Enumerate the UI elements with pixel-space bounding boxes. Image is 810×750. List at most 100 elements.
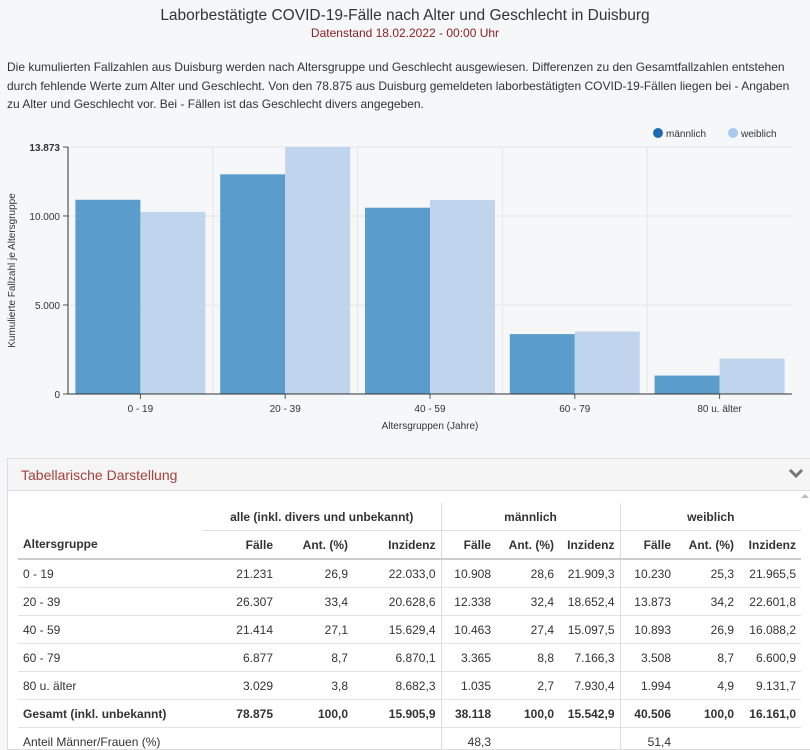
group-header-male: männlich — [441, 503, 620, 531]
table-cell: 100,0 — [278, 700, 353, 728]
table-cell — [203, 728, 278, 750]
table-panel: Tabellarische Darstellung alle (inkl. di… — [7, 458, 810, 750]
column-header-inzidenz[interactable]: Inzidenz — [559, 531, 620, 560]
table-cell: 15.629,4 — [353, 616, 441, 644]
column-header-inzidenz[interactable]: Inzidenz — [353, 531, 441, 560]
table-cell — [353, 728, 441, 750]
table-cell: 32,4 — [496, 588, 559, 616]
bar-maennlich — [510, 334, 575, 394]
table-cell: 10.230 — [620, 559, 676, 588]
table-cell: 8,7 — [676, 644, 739, 672]
group-header-female: weiblich — [620, 503, 801, 531]
table-cell: 3,8 — [278, 672, 353, 700]
table-cell: 7.166,3 — [559, 644, 620, 672]
table-cell: 10.908 — [441, 559, 496, 588]
row-label-cell: 80 u. älter — [18, 672, 203, 700]
table-cell: 8.682,3 — [353, 672, 441, 700]
legend-label: weiblich — [740, 129, 777, 140]
table-cell: 78.875 — [203, 700, 278, 728]
row-label-cell: Anteil Männer/Frauen (%) — [18, 728, 203, 750]
table-cell: 13.873 — [620, 588, 676, 616]
table-cell: 22.601,8 — [739, 588, 801, 616]
column-header-anteil[interactable]: Ant. (%) — [278, 531, 353, 560]
chevron-down-icon[interactable] — [787, 465, 805, 481]
table-cell: 21.414 — [203, 616, 278, 644]
description-line: Die kumulierten Fallzahlen aus Duisburg … — [7, 58, 807, 77]
table-cell — [559, 728, 620, 750]
table-cell: 22.033,0 — [353, 559, 441, 588]
legend-label: männlich — [666, 129, 706, 140]
table-cell: 34,2 — [676, 588, 739, 616]
chart-title: Laborbestätigte COVID-19-Fälle nach Alte… — [0, 7, 810, 25]
table-cell: 15.542,9 — [559, 700, 620, 728]
table-cell: 38.118 — [441, 700, 496, 728]
table-cell: 21.909,3 — [559, 559, 620, 588]
table-cell: 27,1 — [278, 616, 353, 644]
table-cell — [278, 728, 353, 750]
description-text: Die kumulierten Fallzahlen aus Duisburg … — [7, 58, 807, 114]
table-cell: 100,0 — [676, 700, 739, 728]
table-cell: 2,7 — [496, 672, 559, 700]
bar-weiblich — [140, 212, 205, 394]
group-header-all: alle (inkl. divers und unbekannt) — [203, 503, 441, 531]
table-cell: 10.893 — [620, 616, 676, 644]
table-cell: 12.338 — [441, 588, 496, 616]
column-header-altersgruppe[interactable]: Altersgruppe — [18, 531, 203, 560]
table-cell — [496, 728, 559, 750]
table-cell: 1.994 — [620, 672, 676, 700]
table-cell: 40.506 — [620, 700, 676, 728]
column-header-faelle[interactable]: Fälle — [620, 531, 676, 560]
legend-marker — [653, 128, 663, 138]
table-cell: 6.600,9 — [739, 644, 801, 672]
y-tick-label: 13.873 — [29, 143, 60, 154]
table-cell: 15.097,5 — [559, 616, 620, 644]
table-cell: 9.131,7 — [739, 672, 801, 700]
scroll-up-icon[interactable] — [799, 490, 810, 502]
x-axis-label: Altersgruppen (Jahre) — [382, 421, 479, 432]
table-cell: 8,7 — [278, 644, 353, 672]
table-cell: 15.905,9 — [353, 700, 441, 728]
table-cell: 8,8 — [496, 644, 559, 672]
table-cell: 21.965,5 — [739, 559, 801, 588]
table-cell: 21.231 — [203, 559, 278, 588]
table-cell: 6.877 — [203, 644, 278, 672]
table-corner — [18, 503, 203, 531]
description-line: durch fehlende Werte zum Alter und Gesch… — [7, 77, 807, 96]
table-panel-title: Tabellarische Darstellung — [21, 467, 177, 483]
row-label-cell: Gesamt (inkl. unbekannt) — [18, 700, 203, 728]
table-cell: 7.930,4 — [559, 672, 620, 700]
column-header-anteil[interactable]: Ant. (%) — [676, 531, 739, 560]
row-label-cell: 20 - 39 — [18, 588, 203, 616]
table-cell: 33,4 — [278, 588, 353, 616]
row-label-cell: 60 - 79 — [18, 644, 203, 672]
table-cell: 28,6 — [496, 559, 559, 588]
x-tick-label: 0 - 19 — [128, 404, 154, 415]
bar-maennlich — [365, 208, 430, 394]
table-cell: 3.508 — [620, 644, 676, 672]
column-header-faelle[interactable]: Fälle — [441, 531, 496, 560]
table-cell: 26,9 — [676, 616, 739, 644]
table-cell: 51,4 — [620, 728, 676, 750]
table-panel-header[interactable]: Tabellarische Darstellung — [8, 459, 810, 491]
y-tick-label: 10.000 — [29, 212, 60, 223]
x-tick-label: 40 - 59 — [414, 404, 446, 415]
table-cell: 26.307 — [203, 588, 278, 616]
data-table: alle (inkl. divers und unbekannt) männli… — [18, 503, 801, 750]
column-header-inzidenz[interactable]: Inzidenz — [739, 531, 801, 560]
legend-marker — [728, 128, 738, 138]
table-cell: 3.029 — [203, 672, 278, 700]
table-cell: 1.035 — [441, 672, 496, 700]
column-header-faelle[interactable]: Fälle — [203, 531, 278, 560]
column-header-anteil[interactable]: Ant. (%) — [496, 531, 559, 560]
x-tick-label: 80 u. älter — [697, 404, 742, 415]
table-cell — [676, 728, 739, 750]
table-cell: 16.161,0 — [739, 700, 801, 728]
table-cell: 18.652,4 — [559, 588, 620, 616]
